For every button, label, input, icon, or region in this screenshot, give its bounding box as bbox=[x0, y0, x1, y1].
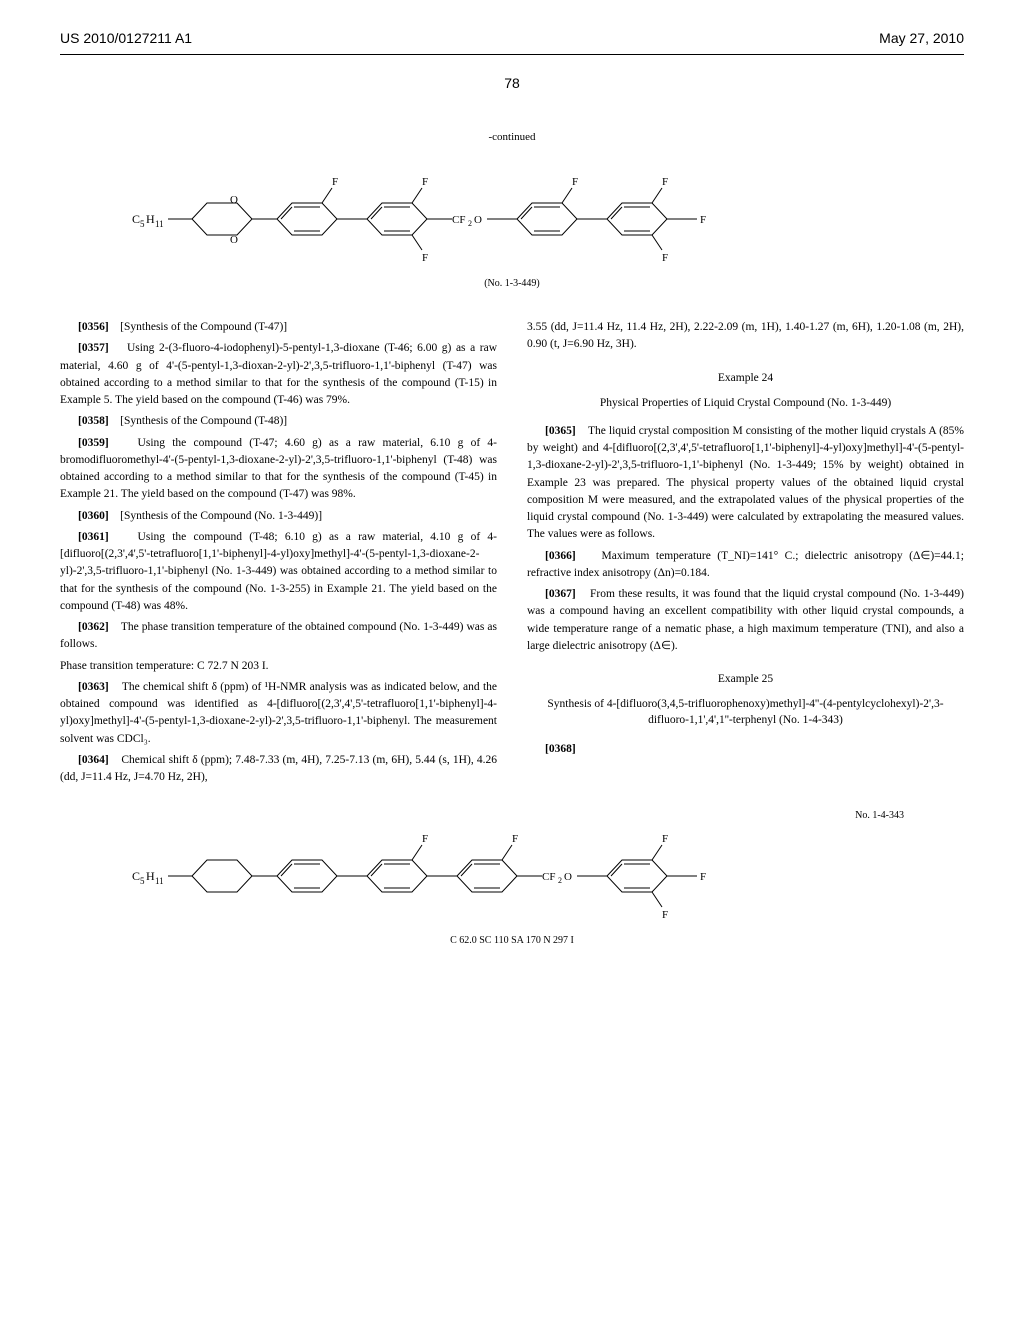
svg-text:F: F bbox=[700, 871, 706, 883]
para-0365: [0365] The liquid crystal composition M … bbox=[527, 423, 964, 544]
para-0358: [0358] [Synthesis of the Compound (T-48)… bbox=[60, 413, 497, 430]
para-num-0361: [0361] bbox=[78, 531, 109, 543]
svg-text:C: C bbox=[132, 869, 140, 883]
para-0358-title: [Synthesis of the Compound (T-48)] bbox=[120, 415, 287, 427]
para-0368: [0368] bbox=[527, 741, 964, 758]
svg-text:F: F bbox=[422, 176, 428, 188]
para-0360: [0360] [Synthesis of the Compound (No. 1… bbox=[60, 508, 497, 525]
para-num-0356: [0356] bbox=[78, 321, 109, 333]
para-0362-text: The phase transition temperature of the … bbox=[60, 621, 497, 650]
svg-text:F: F bbox=[662, 176, 668, 188]
svg-text:F: F bbox=[662, 833, 668, 845]
left-column: [0356] [Synthesis of the Compound (T-47)… bbox=[60, 319, 497, 790]
para-num-0359: [0359] bbox=[78, 437, 109, 449]
example-25-sub: Synthesis of 4-[difluoro(3,4,5-trifluoro… bbox=[527, 696, 964, 728]
para-0357-text: Using 2-(3-fluoro-4-iodophenyl)-5-pentyl… bbox=[60, 342, 497, 406]
svg-text:F: F bbox=[572, 176, 578, 188]
header-divider bbox=[60, 54, 964, 55]
chem-svg-top: C 5 H 11 O O F bbox=[122, 163, 902, 273]
para-num-0366: [0366] bbox=[545, 550, 576, 562]
para-0361: [0361] Using the compound (T-48; 6.10 g)… bbox=[60, 529, 497, 615]
para-num-0360: [0360] bbox=[78, 510, 109, 522]
svg-text:F: F bbox=[332, 176, 338, 188]
para-num-0368: [0368] bbox=[545, 743, 576, 755]
chem-svg-bottom: C 5 H 11 F bbox=[122, 810, 902, 930]
svg-text:F: F bbox=[422, 833, 428, 845]
svg-text:O: O bbox=[474, 214, 482, 226]
para-num-0365: [0365] bbox=[545, 425, 576, 437]
bottom-right-label: No. 1-4-343 bbox=[855, 810, 904, 821]
para-0366-text: Maximum temperature (T_NI)=141° C.; diel… bbox=[527, 550, 964, 579]
svg-text:11: 11 bbox=[155, 876, 164, 886]
para-0361-text: Using the compound (T-48; 6.10 g) as a r… bbox=[60, 531, 497, 612]
para-0365-text: The liquid crystal composition M consist… bbox=[527, 425, 964, 541]
para-0366: [0366] Maximum temperature (T_NI)=141° C… bbox=[527, 548, 964, 583]
svg-text:F: F bbox=[512, 833, 518, 845]
example-25-heading: Example 25 bbox=[527, 671, 964, 688]
para-0359: [0359] Using the compound (T-47; 4.60 g)… bbox=[60, 435, 497, 504]
continued-label: -continued bbox=[60, 131, 964, 143]
para-num-0362: [0362] bbox=[78, 621, 109, 633]
alkyl-label: C bbox=[132, 212, 140, 226]
para-0364: [0364] Chemical shift δ (ppm); 7.48-7.33… bbox=[60, 752, 497, 787]
bottom-phase-transition: C 62.0 SC 110 SA 170 N 297 I bbox=[60, 935, 964, 946]
chem-label-top: (No. 1-3-449) bbox=[60, 278, 964, 289]
continuation-text: 3.55 (dd, J=11.4 Hz, 11.4 Hz, 2H), 2.22-… bbox=[527, 319, 964, 354]
phase-transition-line: Phase transition temperature: C 72.7 N 2… bbox=[60, 658, 497, 675]
para-0367-text: From these results, it was found that th… bbox=[527, 588, 964, 652]
svg-text:O: O bbox=[230, 194, 238, 206]
example-24-heading: Example 24 bbox=[527, 370, 964, 387]
para-0364-text: Chemical shift δ (ppm); 7.48-7.33 (m, 4H… bbox=[60, 754, 497, 783]
para-0363: [0363] The chemical shift δ (ppm) of ¹H-… bbox=[60, 679, 497, 748]
svg-text:H: H bbox=[146, 212, 155, 226]
para-0356: [0356] [Synthesis of the Compound (T-47)… bbox=[60, 319, 497, 336]
svg-text:F: F bbox=[662, 252, 668, 264]
publication-date: May 27, 2010 bbox=[879, 30, 964, 46]
para-0363-text: The chemical shift δ (ppm) of ¹H-NMR ana… bbox=[60, 681, 497, 745]
svg-text:O: O bbox=[564, 871, 572, 883]
page-header: US 2010/0127211 A1 May 27, 2010 bbox=[60, 30, 964, 46]
para-0359-text: Using the compound (T-47; 4.60 g) as a r… bbox=[60, 437, 497, 501]
svg-text:2: 2 bbox=[558, 876, 562, 885]
para-num-0357: [0357] bbox=[78, 342, 109, 354]
para-num-0364: [0364] bbox=[78, 754, 109, 766]
right-column: 3.55 (dd, J=11.4 Hz, 11.4 Hz, 2H), 2.22-… bbox=[527, 319, 964, 790]
svg-text:5: 5 bbox=[140, 876, 145, 886]
para-0357: [0357] Using 2-(3-fluoro-4-iodophenyl)-5… bbox=[60, 340, 497, 409]
para-0356-title: [Synthesis of the Compound (T-47)] bbox=[120, 321, 287, 333]
para-num-0367: [0367] bbox=[545, 588, 576, 600]
svg-text:H: H bbox=[146, 869, 155, 883]
body-columns: [0356] [Synthesis of the Compound (T-47)… bbox=[60, 319, 964, 790]
svg-text:CF: CF bbox=[452, 214, 465, 226]
page-number: 78 bbox=[60, 75, 964, 91]
chem-structure-top: C 5 H 11 O O F bbox=[60, 163, 964, 289]
para-0360-title: [Synthesis of the Compound (No. 1-3-449)… bbox=[120, 510, 322, 522]
para-0362: [0362] The phase transition temperature … bbox=[60, 619, 497, 654]
svg-text:5: 5 bbox=[140, 219, 145, 229]
example-24-sub: Physical Properties of Liquid Crystal Co… bbox=[527, 395, 964, 411]
para-num-0363: [0363] bbox=[78, 681, 109, 693]
chem-structure-bottom: No. 1-4-343 C 5 H 11 F bbox=[60, 810, 964, 946]
svg-text:2: 2 bbox=[468, 219, 472, 228]
para-num-0358: [0358] bbox=[78, 415, 109, 427]
publication-id: US 2010/0127211 A1 bbox=[60, 30, 192, 46]
svg-text:F: F bbox=[662, 909, 668, 921]
svg-text:F: F bbox=[422, 252, 428, 264]
para-0367: [0367] From these results, it was found … bbox=[527, 586, 964, 655]
svg-text:F: F bbox=[700, 214, 706, 226]
svg-text:11: 11 bbox=[155, 219, 164, 229]
svg-text:CF: CF bbox=[542, 871, 555, 883]
svg-text:O: O bbox=[230, 234, 238, 246]
